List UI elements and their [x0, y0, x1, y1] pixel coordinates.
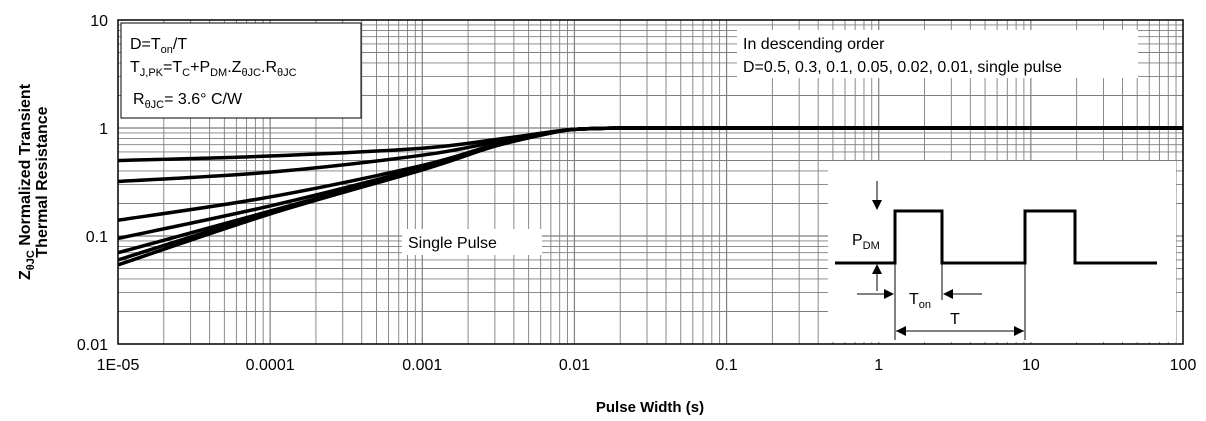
x-axis-label: Pulse Width (s): [596, 399, 704, 416]
curves: [117, 126, 1183, 267]
y-tick-label: 1: [99, 121, 108, 138]
pulse-diagram-inset: PDM Ton T: [828, 161, 1176, 342]
pdm-label: PDM: [852, 232, 880, 252]
x-tick-label: 10: [1022, 357, 1040, 374]
ton-label: Ton: [909, 291, 931, 311]
x-tick-label: 0.1: [715, 357, 737, 374]
ton-arrow-left: [943, 289, 953, 299]
pdm-arrow-up: [872, 264, 882, 274]
formula-tj: TJ,PK=TC+PDM.ZθJC.RθJC: [130, 59, 297, 79]
x-tick-label: 100: [1170, 357, 1197, 374]
x-tick-label: 1: [874, 357, 883, 374]
t-arrow-right: [1014, 326, 1024, 336]
y-label-line2: Thermal Resistance: [34, 106, 51, 257]
svg-text:ZθJC Normalized Transient: ZθJC Normalized Transient: [17, 83, 37, 280]
order-line2: D=0.5, 0.3, 0.1, 0.05, 0.02, 0.01, singl…: [743, 59, 1062, 76]
order-legend-box: In descending order D=0.5, 0.3, 0.1, 0.0…: [737, 30, 1138, 78]
x-tick-label: 1E-05: [97, 357, 140, 374]
series-line-6: [117, 126, 1183, 267]
pulse-waveform: [835, 209, 1157, 265]
y-label-prefix: Z: [17, 270, 34, 280]
formula-rth: R: [133, 91, 145, 108]
x-tick-label: 0.0001: [246, 357, 295, 374]
ton-arrow-right: [884, 289, 894, 299]
y-tick-label: 0.1: [86, 229, 108, 246]
formula-d: D=T: [130, 36, 161, 53]
single-pulse-label: Single Pulse: [402, 229, 542, 255]
plot-frame: [117, 19, 1184, 345]
y-axis-label: ZθJC Normalized Transient Thermal Resist…: [17, 83, 51, 280]
x-tick-label: 0.01: [559, 357, 590, 374]
svg-text:RθJC= 3.6° C/W: RθJC= 3.6° C/W: [133, 91, 243, 111]
order-line1: In descending order: [743, 36, 885, 53]
t-label: T: [950, 311, 960, 328]
pdm-arrow-down: [872, 200, 882, 210]
svg-text:D=Ton/T: D=Ton/T: [130, 36, 187, 56]
y-label-prefix-sub: θJC: [25, 250, 37, 270]
x-tick-label: 0.001: [402, 357, 442, 374]
y-tick-label: 10: [90, 13, 108, 30]
y-tick-labels: 0.01 0.1 1 10: [77, 13, 108, 354]
x-tick-labels: 1E-05 0.0001 0.001 0.01 0.1 1 10 100: [97, 357, 1197, 374]
t-arrow-left: [896, 326, 906, 336]
y-tick-label: 0.01: [77, 337, 108, 354]
formula-box: D=Ton/T TJ,PK=TC+PDM.ZθJC.RθJC RθJC= 3.6…: [120, 22, 362, 119]
svg-text:Single Pulse: Single Pulse: [408, 235, 497, 252]
y-label-line1: Normalized Transient: [17, 83, 34, 245]
